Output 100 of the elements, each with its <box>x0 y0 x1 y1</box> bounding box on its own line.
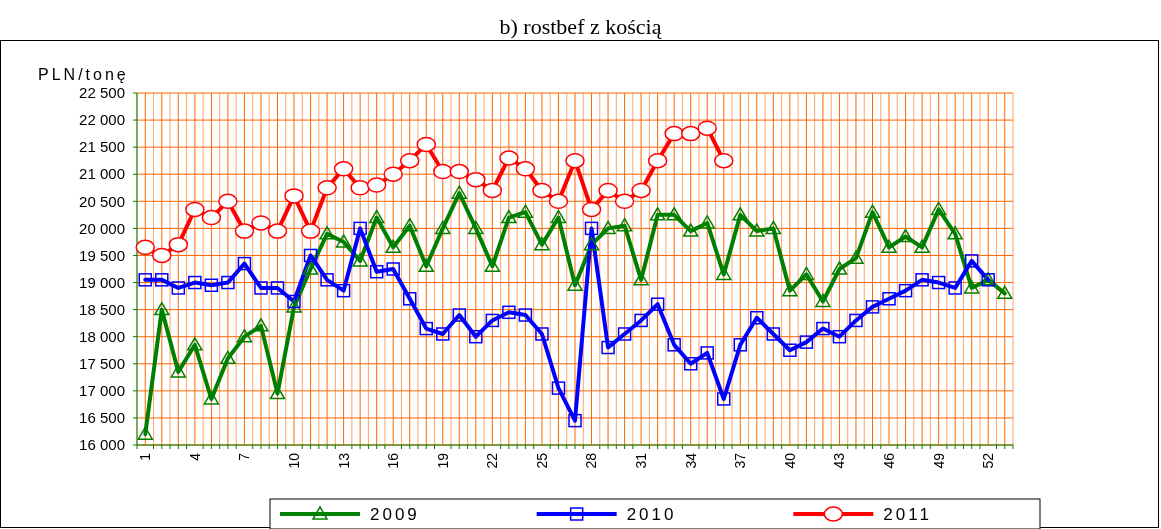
point <box>399 152 420 169</box>
point <box>220 350 236 365</box>
point <box>267 223 288 239</box>
point <box>697 120 717 136</box>
point <box>631 182 651 199</box>
point <box>614 193 635 210</box>
point <box>352 253 368 267</box>
point <box>601 340 615 355</box>
x-tick-label: 28 <box>583 452 600 469</box>
point <box>203 391 220 405</box>
point <box>666 207 682 221</box>
point <box>832 329 847 344</box>
point <box>581 201 602 218</box>
point <box>449 163 470 180</box>
point <box>518 308 533 322</box>
point <box>534 236 550 251</box>
point <box>168 236 189 253</box>
point <box>385 239 401 254</box>
point <box>634 313 648 328</box>
point <box>816 321 830 336</box>
point <box>333 161 354 177</box>
point <box>287 294 301 309</box>
point <box>565 152 585 169</box>
x-tick-label: 37 <box>732 452 749 469</box>
point <box>931 275 946 290</box>
point <box>468 220 484 235</box>
point <box>848 250 864 264</box>
point <box>254 281 268 295</box>
point <box>915 273 929 287</box>
point <box>286 299 302 313</box>
point <box>320 273 334 287</box>
y-tick-label: 20 000 <box>79 219 125 237</box>
point <box>717 392 731 406</box>
point <box>617 327 632 341</box>
point <box>650 297 665 311</box>
point <box>402 292 417 306</box>
point <box>401 217 418 232</box>
point <box>765 220 782 235</box>
point <box>799 335 814 349</box>
point <box>350 180 370 196</box>
point <box>532 182 552 199</box>
point <box>583 236 600 251</box>
point <box>204 278 219 292</box>
point <box>188 275 202 290</box>
y-tick-label: 18 000 <box>79 327 125 345</box>
point <box>502 305 516 320</box>
point <box>716 266 732 281</box>
point <box>548 193 569 210</box>
point <box>667 338 681 352</box>
point <box>963 280 980 294</box>
point <box>930 201 947 216</box>
point <box>947 226 963 240</box>
point <box>996 285 1013 300</box>
y-tick-label: 16 000 <box>79 436 125 454</box>
point <box>435 220 451 235</box>
point <box>600 220 616 235</box>
x-tick-label: 40 <box>781 452 798 469</box>
point <box>517 204 534 218</box>
point <box>964 254 979 268</box>
point <box>366 177 387 193</box>
point <box>138 273 153 287</box>
point <box>319 226 335 240</box>
point <box>353 221 367 236</box>
point <box>714 152 734 169</box>
y-tick-label: 22 500 <box>79 84 125 102</box>
point <box>466 171 486 188</box>
x-tick-label: 46 <box>880 452 897 469</box>
point <box>535 327 549 341</box>
point <box>948 281 962 295</box>
point <box>683 357 698 371</box>
y-tick-label: 19 500 <box>79 246 125 264</box>
point <box>418 258 434 273</box>
y-tick-label: 20 500 <box>79 192 125 210</box>
point <box>849 313 863 328</box>
x-tick-label: 10 <box>285 452 302 469</box>
x-tick-label: 4 <box>186 452 203 461</box>
y-tick-label: 19 000 <box>79 273 125 291</box>
point <box>253 318 269 332</box>
point <box>154 301 170 316</box>
point <box>451 185 468 199</box>
point <box>303 248 318 263</box>
point <box>499 150 519 166</box>
x-tick-label: 13 <box>335 452 352 469</box>
point <box>317 180 337 196</box>
point <box>300 223 321 239</box>
point <box>766 327 781 341</box>
point <box>251 215 271 231</box>
point <box>782 282 798 297</box>
point <box>185 201 205 218</box>
point <box>152 247 172 264</box>
point <box>386 262 400 276</box>
x-tick-label: 19 <box>434 452 451 469</box>
point <box>568 413 582 428</box>
point <box>236 328 253 343</box>
point <box>436 327 450 341</box>
point <box>416 136 436 153</box>
point <box>616 217 633 232</box>
x-tick-label: 22 <box>484 452 501 469</box>
point <box>137 426 154 440</box>
point <box>584 221 599 236</box>
